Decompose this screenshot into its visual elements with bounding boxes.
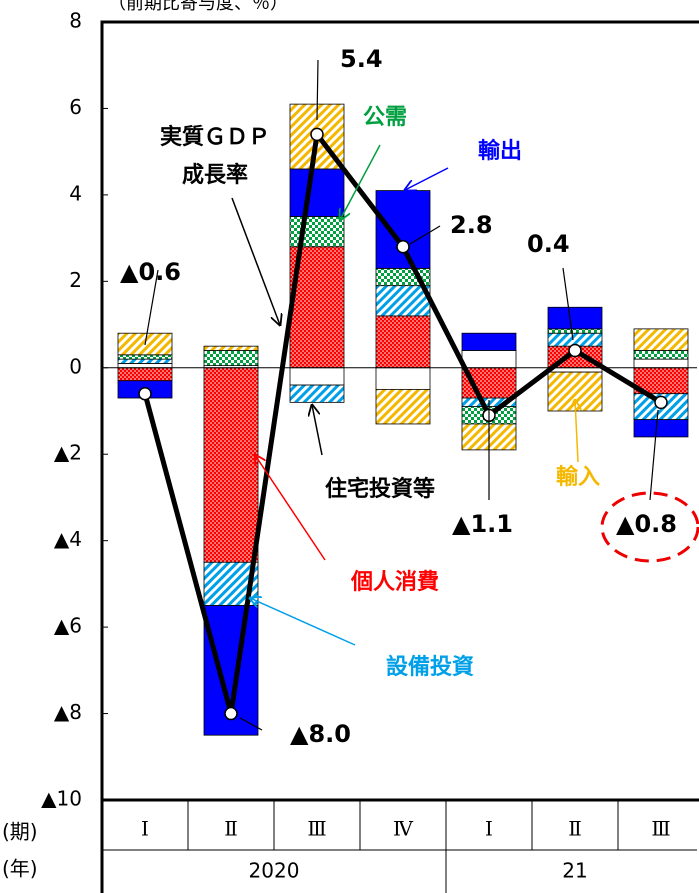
bar-segment (203, 345, 259, 351)
y-tick-label: ▲6 (54, 614, 82, 638)
callout-arrow (575, 400, 578, 463)
leader-line (239, 717, 263, 731)
y-tick-label: ▲2 (54, 441, 82, 465)
leader-line (649, 409, 659, 501)
bar-segment (203, 367, 259, 563)
bar-segment (117, 354, 173, 360)
series-label: 公需 (363, 105, 407, 130)
gdp-value-label: 2.8 (450, 211, 493, 239)
gdp-value-label: ▲1.1 (452, 510, 513, 538)
leader-line (409, 225, 441, 245)
leader-line (316, 59, 319, 121)
callout-arrow (405, 167, 449, 190)
gdp-point (310, 127, 324, 142)
gdp-value-label: ▲8.0 (290, 720, 351, 748)
bar-segment (633, 350, 689, 360)
callout-arrow (255, 455, 326, 561)
leader-line (144, 269, 159, 346)
bar-segment (633, 328, 689, 351)
x-tick-label: Ⅳ (393, 817, 414, 841)
gdp-name: 成長率 (182, 162, 248, 188)
x-tick-label: Ⅱ (568, 817, 582, 841)
bar-segment (289, 384, 345, 403)
period-label: (期) (2, 820, 38, 844)
series-label: 個人消費 (350, 570, 439, 595)
gdp-point (138, 386, 152, 401)
year-label: 2020 (249, 859, 300, 883)
year-label: 21 (562, 859, 587, 883)
gdp-point (396, 240, 410, 254)
y-tick-label: ▲4 (54, 527, 82, 551)
x-tick-label: Ⅰ (485, 817, 493, 841)
leader-line (562, 267, 574, 341)
callout-arrow (312, 405, 323, 456)
y-tick-label: 2 (69, 268, 82, 292)
plot-frame (100, 20, 699, 802)
gdp-point (568, 343, 582, 358)
highlight-ellipse (600, 491, 699, 563)
bar-segment (375, 315, 431, 369)
gdp-value-label: ▲0.8 (616, 510, 677, 538)
bar-segment (547, 306, 603, 330)
bar-segment (375, 388, 431, 425)
bar-segment (289, 216, 345, 248)
x-tick-label: Ⅰ (141, 817, 149, 841)
x-tick-label: Ⅲ (651, 817, 670, 841)
callout-arrow (340, 144, 381, 220)
gdp-name: 実質ＧＤＰ (160, 124, 270, 150)
bar-segment (461, 350, 517, 369)
gdp-point (654, 395, 668, 410)
bar-segment (547, 328, 603, 334)
series-label: 設備投資 (386, 654, 474, 680)
series-label: 輸入 (556, 464, 600, 490)
x-tick-label: Ⅲ (307, 817, 326, 841)
bar-segment (547, 367, 603, 373)
bar-segment (461, 332, 517, 351)
y-tick-label: 8 (69, 9, 82, 33)
gdp-point (224, 706, 238, 721)
bar-segment (203, 350, 259, 367)
year-label: (年) (2, 857, 38, 881)
bar-segment (375, 190, 431, 269)
gdp-value-label: ▲0.6 (120, 258, 181, 286)
unit-label: （前期比寄与度、％） (108, 0, 288, 14)
gdp-value-label: 5.4 (340, 45, 383, 73)
bar-segment (289, 367, 345, 386)
series-label: 住宅投資等 (325, 476, 435, 502)
y-tick-label: 6 (69, 95, 82, 119)
bar-segment (633, 419, 689, 438)
callout-arrow (231, 197, 280, 325)
series-label: 輸出 (478, 138, 522, 164)
bar-segment (289, 168, 345, 217)
bar-segment (375, 285, 431, 317)
x-tick-label: Ⅱ (224, 817, 238, 841)
bar-segment (117, 367, 173, 382)
bar-segment (375, 367, 431, 390)
bar-segment (633, 358, 689, 369)
callout-arrow (250, 598, 356, 646)
y-tick-label: 0 (69, 354, 82, 378)
bar-segment (117, 363, 173, 369)
y-tick-label: ▲8 (54, 700, 82, 724)
gdp-value-label: 0.4 (527, 230, 570, 258)
y-tick-label: 4 (69, 181, 82, 205)
bar-segment (117, 358, 173, 364)
y-tick-label: ▲10 (41, 787, 82, 811)
